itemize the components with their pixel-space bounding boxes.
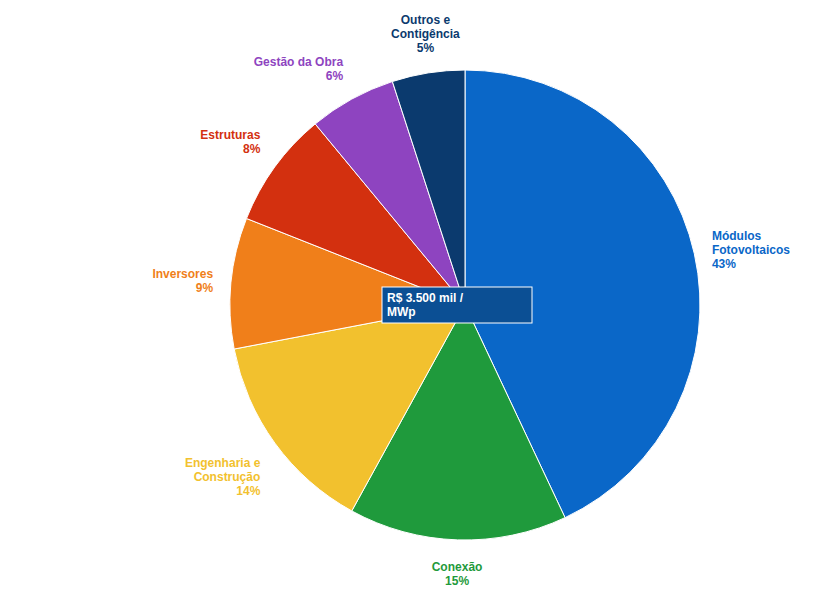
data-label: 14%	[236, 484, 260, 498]
annotation-box	[382, 287, 532, 323]
slice-label: Inversores	[152, 267, 213, 281]
data-label: 6%	[326, 69, 344, 83]
annotation-text: R$ 3.500 mil /MWp	[387, 291, 464, 319]
slice-label: Engenharia eConstrução	[185, 456, 261, 484]
data-label: 15%	[445, 574, 469, 588]
slice-label: MódulosFotovoltaicos	[712, 229, 790, 257]
data-label: 5%	[417, 41, 435, 55]
data-label: 43%	[712, 257, 736, 271]
slice-label: Outros eContigência	[391, 13, 460, 41]
data-label: 8%	[243, 142, 261, 156]
slice-label: Estruturas	[200, 128, 260, 142]
annotation: R$ 3.500 mil /MWp	[382, 287, 532, 323]
pie-slice	[392, 70, 465, 305]
data-label: 9%	[196, 281, 214, 295]
chart: MódulosFotovoltaicos43% Conexão15% Engenha…	[0, 0, 827, 607]
slice-label: Gestão da Obra	[254, 55, 344, 69]
labels: MódulosFotovoltaicos43% Conexão15% Engenha…	[152, 13, 790, 588]
slices	[230, 70, 700, 540]
slice-label: Conexão	[432, 560, 483, 574]
